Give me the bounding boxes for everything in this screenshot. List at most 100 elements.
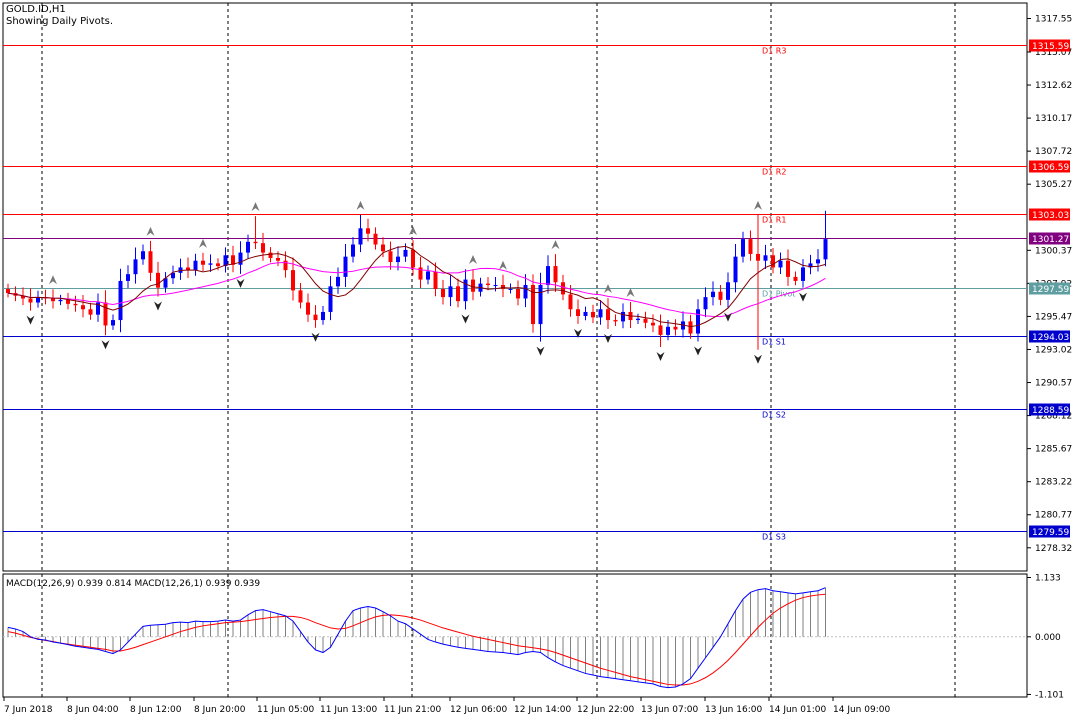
- candle-body[interactable]: [823, 239, 828, 260]
- candle-body[interactable]: [343, 256, 348, 277]
- candle-body[interactable]: [531, 284, 535, 325]
- candle-body[interactable]: [426, 271, 430, 280]
- candle-body[interactable]: [493, 284, 498, 286]
- candle-body[interactable]: [133, 259, 138, 275]
- candle-body[interactable]: [703, 297, 708, 310]
- candle-body[interactable]: [336, 276, 340, 287]
- candle-body[interactable]: [786, 260, 790, 277]
- candle-body[interactable]: [163, 278, 168, 288]
- candle-body[interactable]: [388, 251, 393, 263]
- candle-body[interactable]: [253, 241, 258, 244]
- candle-body[interactable]: [561, 282, 565, 295]
- candle-body[interactable]: [621, 311, 625, 322]
- candle-body[interactable]: [366, 228, 370, 234]
- candle-body[interactable]: [148, 251, 153, 273]
- candle-body[interactable]: [6, 289, 10, 294]
- candle-body[interactable]: [666, 326, 670, 335]
- candle-body[interactable]: [88, 309, 93, 315]
- candle-body[interactable]: [21, 295, 25, 299]
- candle-body[interactable]: [208, 263, 213, 265]
- candle-body[interactable]: [141, 251, 145, 260]
- candle-body[interactable]: [643, 318, 648, 323]
- candle-body[interactable]: [193, 260, 198, 271]
- candle-body[interactable]: [201, 260, 205, 265]
- candle-body[interactable]: [321, 311, 325, 321]
- candle-body[interactable]: [658, 325, 663, 335]
- candle-body[interactable]: [403, 249, 408, 257]
- candle-body[interactable]: [456, 286, 460, 302]
- candle-body[interactable]: [118, 280, 123, 321]
- candle-body[interactable]: [598, 309, 603, 318]
- candle-body[interactable]: [741, 239, 745, 257]
- candle-body[interactable]: [28, 298, 33, 303]
- candle-body[interactable]: [298, 290, 303, 303]
- candle-body[interactable]: [306, 302, 310, 315]
- candle-body[interactable]: [756, 253, 760, 261]
- candle-body[interactable]: [171, 272, 175, 279]
- candle-body[interactable]: [516, 289, 520, 299]
- candle-body[interactable]: [748, 239, 753, 254]
- candle-body[interactable]: [396, 256, 400, 263]
- candle-body[interactable]: [283, 260, 288, 271]
- candle-body[interactable]: [186, 267, 190, 271]
- candle-body[interactable]: [313, 314, 318, 321]
- candle-body[interactable]: [351, 244, 355, 257]
- candle-body[interactable]: [373, 233, 378, 245]
- candle-body[interactable]: [103, 302, 108, 326]
- candle-body[interactable]: [763, 255, 768, 261]
- candle-body[interactable]: [568, 294, 573, 310]
- candle-body[interactable]: [508, 289, 513, 291]
- candle-body[interactable]: [156, 272, 160, 288]
- candle-body[interactable]: [58, 299, 63, 302]
- candle-body[interactable]: [448, 286, 453, 298]
- candle-body[interactable]: [583, 311, 588, 317]
- candle-body[interactable]: [358, 228, 363, 245]
- candle-body[interactable]: [501, 284, 505, 290]
- candle-body[interactable]: [711, 291, 715, 298]
- candle-body[interactable]: [778, 260, 783, 268]
- candle-body[interactable]: [411, 249, 415, 268]
- candle-body[interactable]: [718, 291, 723, 300]
- candle-body[interactable]: [126, 274, 130, 281]
- candle-body[interactable]: [793, 276, 798, 281]
- candle-body[interactable]: [486, 283, 490, 285]
- candle-body[interactable]: [418, 267, 423, 280]
- candle-body[interactable]: [291, 270, 295, 291]
- candle-body[interactable]: [261, 243, 265, 253]
- candle-body[interactable]: [268, 252, 273, 258]
- candle-body[interactable]: [246, 241, 250, 253]
- candle-body[interactable]: [223, 255, 228, 267]
- candle-body[interactable]: [276, 257, 280, 261]
- candle-body[interactable]: [433, 271, 438, 290]
- candle-body[interactable]: [36, 297, 40, 303]
- candle-body[interactable]: [216, 263, 220, 267]
- candle-body[interactable]: [696, 309, 700, 334]
- candle-body[interactable]: [733, 256, 738, 283]
- candle-body[interactable]: [808, 263, 813, 268]
- candle-body[interactable]: [816, 259, 820, 264]
- candle-body[interactable]: [688, 321, 693, 334]
- candle-body[interactable]: [471, 279, 475, 292]
- candle-body[interactable]: [231, 255, 235, 265]
- candle-body[interactable]: [651, 322, 655, 326]
- candle-body[interactable]: [771, 255, 775, 268]
- candle-body[interactable]: [553, 266, 558, 283]
- candle-body[interactable]: [538, 284, 543, 325]
- candle-body[interactable]: [576, 309, 580, 317]
- candle-body[interactable]: [441, 289, 445, 298]
- candle-body[interactable]: [801, 267, 805, 281]
- candle-body[interactable]: [673, 326, 678, 330]
- candle-body[interactable]: [523, 284, 528, 299]
- candle-body[interactable]: [591, 311, 595, 318]
- candle-body[interactable]: [81, 305, 85, 310]
- candle-body[interactable]: [238, 252, 243, 265]
- candle-body[interactable]: [381, 244, 385, 252]
- candle-body[interactable]: [328, 286, 333, 312]
- candle-body[interactable]: [66, 299, 70, 304]
- candle-body[interactable]: [463, 279, 468, 302]
- candle-body[interactable]: [96, 302, 100, 315]
- candle-body[interactable]: [73, 303, 78, 306]
- candle-body[interactable]: [636, 318, 640, 321]
- candle-body[interactable]: [111, 320, 115, 326]
